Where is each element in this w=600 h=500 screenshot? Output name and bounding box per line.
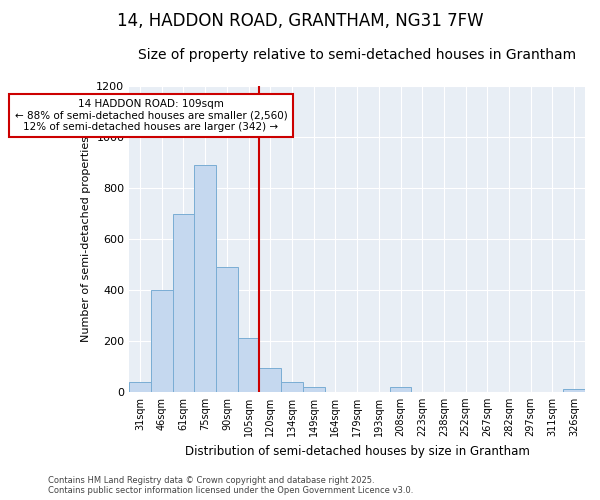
Bar [303, 386, 325, 392]
Text: 14 HADDON ROAD: 109sqm
← 88% of semi-detached houses are smaller (2,560)
12% of : 14 HADDON ROAD: 109sqm ← 88% of semi-det… [14, 99, 287, 132]
Bar [563, 390, 585, 392]
Bar [173, 214, 194, 392]
X-axis label: Distribution of semi-detached houses by size in Grantham: Distribution of semi-detached houses by … [185, 444, 530, 458]
Bar [151, 290, 173, 392]
Bar [194, 165, 216, 392]
Y-axis label: Number of semi-detached properties: Number of semi-detached properties [80, 136, 91, 342]
Bar [238, 338, 259, 392]
Text: Contains HM Land Registry data © Crown copyright and database right 2025.
Contai: Contains HM Land Registry data © Crown c… [48, 476, 413, 495]
Bar [389, 386, 412, 392]
Bar [281, 382, 303, 392]
Title: Size of property relative to semi-detached houses in Grantham: Size of property relative to semi-detach… [138, 48, 576, 62]
Bar [129, 382, 151, 392]
Bar [259, 368, 281, 392]
Bar [216, 267, 238, 392]
Text: 14, HADDON ROAD, GRANTHAM, NG31 7FW: 14, HADDON ROAD, GRANTHAM, NG31 7FW [116, 12, 484, 30]
